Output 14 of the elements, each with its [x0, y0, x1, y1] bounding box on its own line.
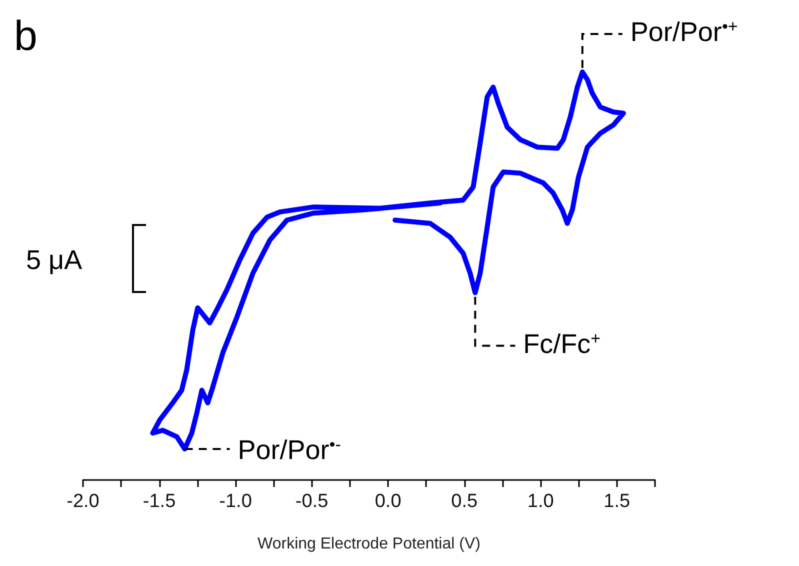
x-tick-label: -1.5 [142, 491, 176, 512]
x-tick-label: 1.0 [527, 491, 554, 512]
chart-title: b [14, 12, 38, 60]
annotation: Por/Por$^{•-}$ [238, 434, 341, 465]
x-axis-title: Working Electrode Potential (V) [258, 536, 480, 552]
x-tick-label: 1.5 [604, 491, 630, 512]
annotation: Fc/Fc$^{+}$ [523, 328, 601, 359]
x-tick-label: 0.0 [374, 491, 402, 512]
x-tick-label: -0.5 [295, 491, 328, 512]
x-tick-label: 0.5 [451, 491, 478, 512]
annotation: Por/Por$^{•+}$ [630, 17, 738, 47]
x-tick-label: -1.0 [219, 491, 252, 512]
x-tick-label: -2.0 [66, 491, 100, 512]
text: 5 μA [26, 245, 82, 275]
